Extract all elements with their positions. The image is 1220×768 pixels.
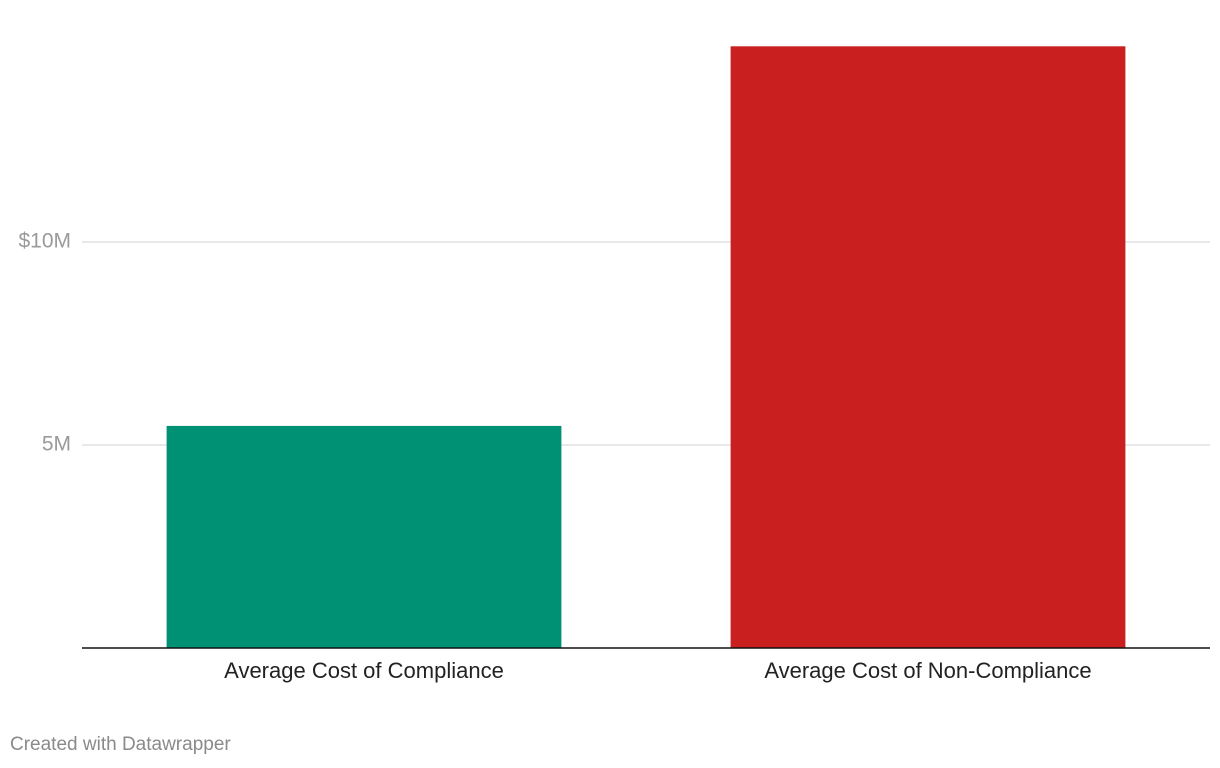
x-tick-label: Average Cost of Compliance — [224, 658, 504, 683]
bar — [166, 425, 562, 648]
bar — [730, 46, 1126, 649]
y-tick-label: 5M — [42, 433, 71, 456]
x-tick-label: Average Cost of Non-Compliance — [764, 658, 1091, 683]
y-tick-label: $10M — [18, 230, 71, 253]
footer: Created with Datawrapper — [10, 734, 231, 755]
